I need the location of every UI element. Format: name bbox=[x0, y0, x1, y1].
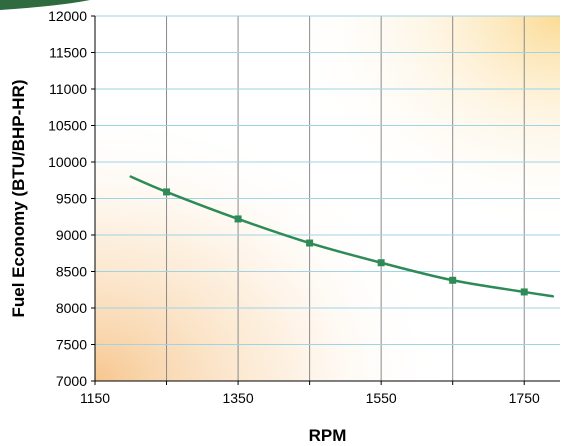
y-tick-label: 7000 bbox=[56, 373, 87, 389]
y-tick-label: 9000 bbox=[56, 227, 87, 243]
data-point-marker bbox=[449, 276, 457, 284]
data-point-marker bbox=[520, 288, 528, 296]
y-tick-label: 7500 bbox=[56, 337, 87, 353]
y-tick-label: 8000 bbox=[56, 300, 87, 316]
data-point-marker bbox=[163, 188, 171, 196]
series-line bbox=[129, 175, 555, 298]
y-tick-label: 11000 bbox=[49, 81, 87, 97]
y-tick-label: 11500 bbox=[49, 45, 87, 61]
x-tick-labels: 1150 1350 1550 1750 bbox=[80, 390, 540, 406]
series-group bbox=[129, 175, 555, 298]
x-tick-label: 1150 bbox=[80, 390, 110, 406]
y-tick-label: 8500 bbox=[56, 264, 87, 280]
x-tick-label: 1350 bbox=[222, 390, 253, 406]
data-point-marker bbox=[306, 239, 314, 247]
axes bbox=[91, 15, 560, 385]
corner-swoosh-decoration bbox=[0, 0, 90, 10]
data-point-marker bbox=[377, 259, 385, 267]
horizontal-gridlines bbox=[95, 15, 560, 345]
x-tick-label: 1550 bbox=[366, 390, 397, 406]
y-tick-label: 12000 bbox=[48, 8, 87, 24]
y-axis-title: Fuel Economy (BTU/BHP-HR) bbox=[9, 80, 28, 318]
y-tick-label: 10000 bbox=[48, 154, 87, 170]
y-tick-labels: 7000 7500 8000 8500 9000 9500 10000 10500 11000 1… bbox=[48, 8, 87, 389]
data-point-marker bbox=[234, 215, 242, 223]
x-tick-label: 1750 bbox=[509, 390, 540, 406]
y-tick-label: 9500 bbox=[56, 191, 87, 207]
y-tick-label: 10500 bbox=[48, 118, 87, 134]
x-axis-title: RPM bbox=[309, 426, 347, 445]
